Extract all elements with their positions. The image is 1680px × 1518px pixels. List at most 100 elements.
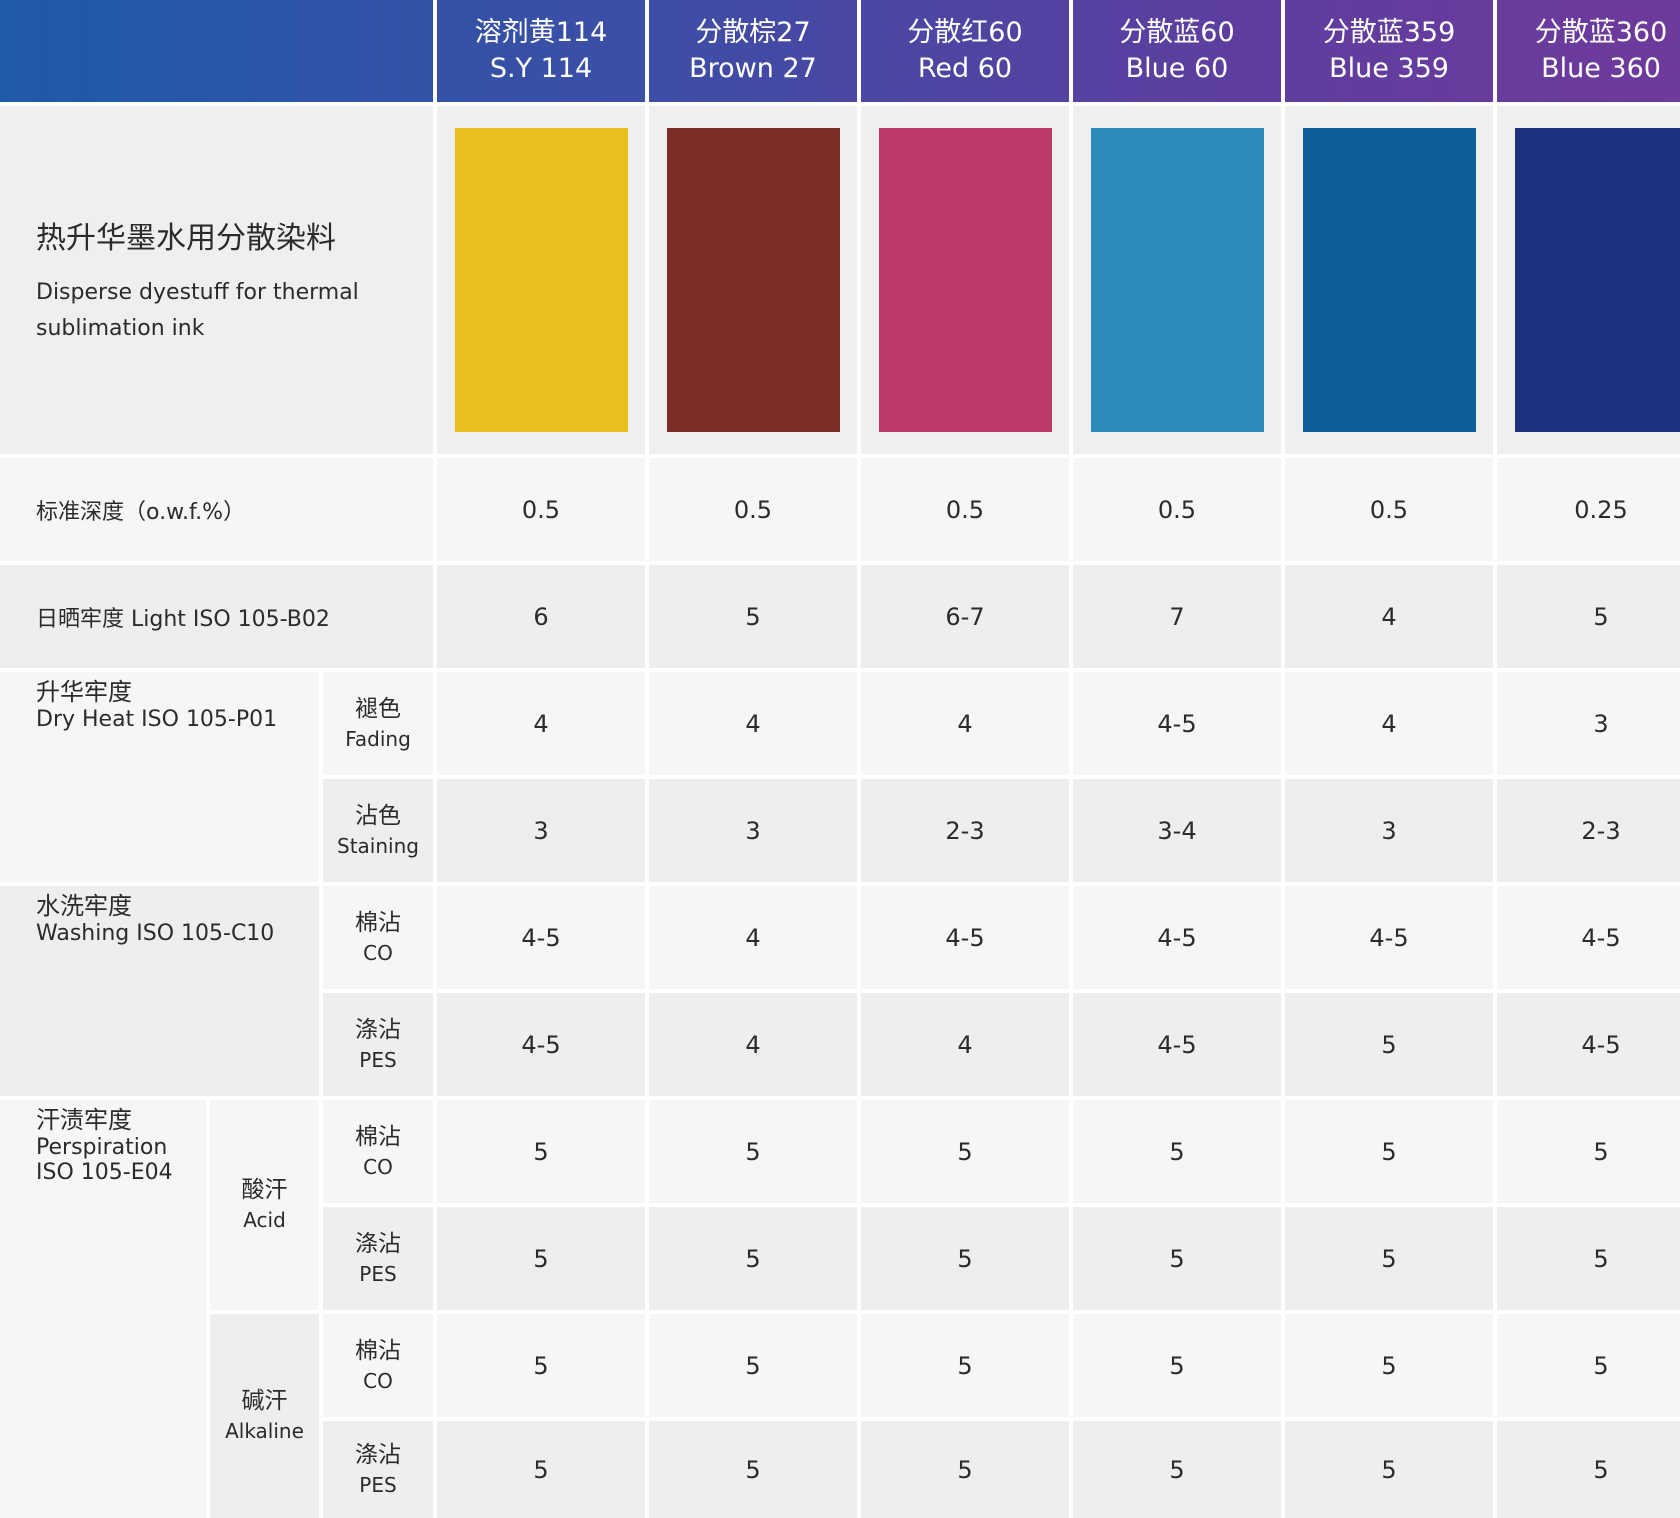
table-cell: 4 — [437, 672, 645, 775]
color-swatch — [1515, 128, 1680, 432]
alkaline-co-label-zh: 棉沾 — [355, 1336, 401, 1366]
table-cell: 5 — [1073, 1207, 1281, 1310]
swatch-cell — [861, 106, 1069, 454]
table-cell: 4 — [1285, 672, 1493, 775]
table-cell: 5 — [649, 1207, 857, 1310]
table-cell: 4 — [1285, 565, 1493, 668]
table-cell: 3 — [1285, 779, 1493, 882]
table-cell: 2-3 — [861, 779, 1069, 882]
table-cell: 0.25 — [1497, 458, 1680, 561]
table-cell: 5 — [861, 1314, 1069, 1417]
table-title: 热升华墨水用分散染料 Disperse dyestuff for thermal… — [0, 106, 433, 454]
alkaline-co-label-en: CO — [363, 1366, 393, 1396]
product-header: 分散棕27 Brown 27 — [649, 0, 857, 102]
table-cell: 5 — [437, 1207, 645, 1310]
table-cell: 4 — [649, 993, 857, 1096]
light-fastness-label-text: 日晒牢度 Light ISO 105-B02 — [36, 601, 330, 633]
table-cell: 6-7 — [861, 565, 1069, 668]
table-cell: 5 — [1285, 1314, 1493, 1417]
acid-label-zh: 酸汗 — [242, 1175, 288, 1205]
title-zh: 热升华墨水用分散染料 — [36, 213, 336, 257]
table-cell: 0.5 — [437, 458, 645, 561]
table-cell: 5 — [1285, 1100, 1493, 1203]
washing-label-en: Washing ISO 105-C10 — [36, 921, 274, 946]
table-cell: 4-5 — [437, 886, 645, 989]
table-cell: 4-5 — [861, 886, 1069, 989]
washing-label-zh: 水洗牢度 — [36, 886, 132, 921]
table-cell: 4-5 — [437, 993, 645, 1096]
table-cell: 0.5 — [1285, 458, 1493, 561]
table-cell: 5 — [1497, 1100, 1680, 1203]
swatch-cell — [649, 106, 857, 454]
color-swatch — [879, 128, 1052, 432]
table-cell: 5 — [1073, 1100, 1281, 1203]
table-cell: 5 — [1497, 565, 1680, 668]
staining-label: 沾色 Staining — [323, 779, 433, 882]
table-cell: 5 — [1073, 1421, 1281, 1518]
acid-co-label: 棉沾 CO — [323, 1100, 433, 1203]
product-name-en: S.Y 114 — [490, 51, 592, 87]
washing-pes-label-zh: 涤沾 — [355, 1015, 401, 1045]
table-cell: 6 — [437, 565, 645, 668]
swatch-cell — [1073, 106, 1281, 454]
product-name-zh: 分散蓝359 — [1323, 15, 1456, 51]
table-cell: 3 — [437, 779, 645, 882]
acid-label-en: Acid — [243, 1205, 286, 1235]
dry-heat-label-en: Dry Heat ISO 105-P01 — [36, 707, 277, 732]
washing-co-label-zh: 棉沾 — [355, 908, 401, 938]
staining-label-zh: 沾色 — [355, 801, 401, 831]
table-cell: 4-5 — [1073, 672, 1281, 775]
table-cell: 5 — [1497, 1421, 1680, 1518]
table-cell: 5 — [1073, 1314, 1281, 1417]
alkaline-label-zh: 碱汗 — [242, 1386, 288, 1416]
acid-pes-label-en: PES — [359, 1259, 396, 1289]
color-swatch — [667, 128, 840, 432]
depth-label: 标准深度（o.w.f.%） — [0, 458, 433, 561]
table-cell: 5 — [1285, 1421, 1493, 1518]
table-cell: 5 — [649, 1421, 857, 1518]
table-cell: 4 — [649, 886, 857, 989]
product-name-zh: 溶剂黄114 — [475, 15, 608, 51]
perspiration-label-en: Perspiration — [36, 1135, 167, 1160]
table-cell: 4-5 — [1497, 886, 1680, 989]
perspiration-label-standard: ISO 105-E04 — [36, 1160, 173, 1185]
perspiration-label: 汗渍牢度 Perspiration ISO 105-E04 — [0, 1100, 206, 1518]
acid-label: 酸汗 Acid — [210, 1100, 319, 1310]
product-header: 分散蓝60 Blue 60 — [1073, 0, 1281, 102]
table-cell: 4 — [649, 672, 857, 775]
table-cell: 4-5 — [1073, 886, 1281, 989]
alkaline-label: 碱汗 Alkaline — [210, 1314, 319, 1518]
table-cell: 2-3 — [1497, 779, 1680, 882]
dry-heat-label-zh: 升华牢度 — [36, 672, 132, 707]
product-header: 分散红60 Red 60 — [861, 0, 1069, 102]
fading-label: 褪色 Fading — [323, 672, 433, 775]
washing-pes-label: 涤沾 PES — [323, 993, 433, 1096]
product-name-zh: 分散蓝60 — [1119, 15, 1234, 51]
acid-co-label-zh: 棉沾 — [355, 1122, 401, 1152]
alkaline-label-en: Alkaline — [225, 1416, 304, 1446]
table-cell: 3 — [1497, 672, 1680, 775]
product-name-zh: 分散红60 — [907, 15, 1022, 51]
table-cell: 5 — [1497, 1207, 1680, 1310]
product-name-en: Brown 27 — [689, 51, 817, 87]
swatch-cell — [1497, 106, 1680, 454]
acid-co-label-en: CO — [363, 1152, 393, 1182]
table-cell: 5 — [1497, 1314, 1680, 1417]
alkaline-pes-label-zh: 涤沾 — [355, 1440, 401, 1470]
table-cell: 5 — [649, 565, 857, 668]
color-swatch — [1303, 128, 1476, 432]
light-fastness-label: 日晒牢度 Light ISO 105-B02 — [0, 565, 433, 668]
acid-pes-label-zh: 涤沾 — [355, 1229, 401, 1259]
product-header: 溶剂黄114 S.Y 114 — [437, 0, 645, 102]
acid-pes-label: 涤沾 PES — [323, 1207, 433, 1310]
table-cell: 5 — [861, 1100, 1069, 1203]
swatch-cell — [1285, 106, 1493, 454]
alkaline-pes-label: 涤沾 PES — [323, 1421, 433, 1518]
fading-label-zh: 褪色 — [355, 694, 401, 724]
table-cell: 3 — [649, 779, 857, 882]
washing-co-label: 棉沾 CO — [323, 886, 433, 989]
table-cell: 7 — [1073, 565, 1281, 668]
table-cell: 5 — [437, 1100, 645, 1203]
table-cell: 5 — [1285, 993, 1493, 1096]
product-name-zh: 分散棕27 — [695, 15, 810, 51]
